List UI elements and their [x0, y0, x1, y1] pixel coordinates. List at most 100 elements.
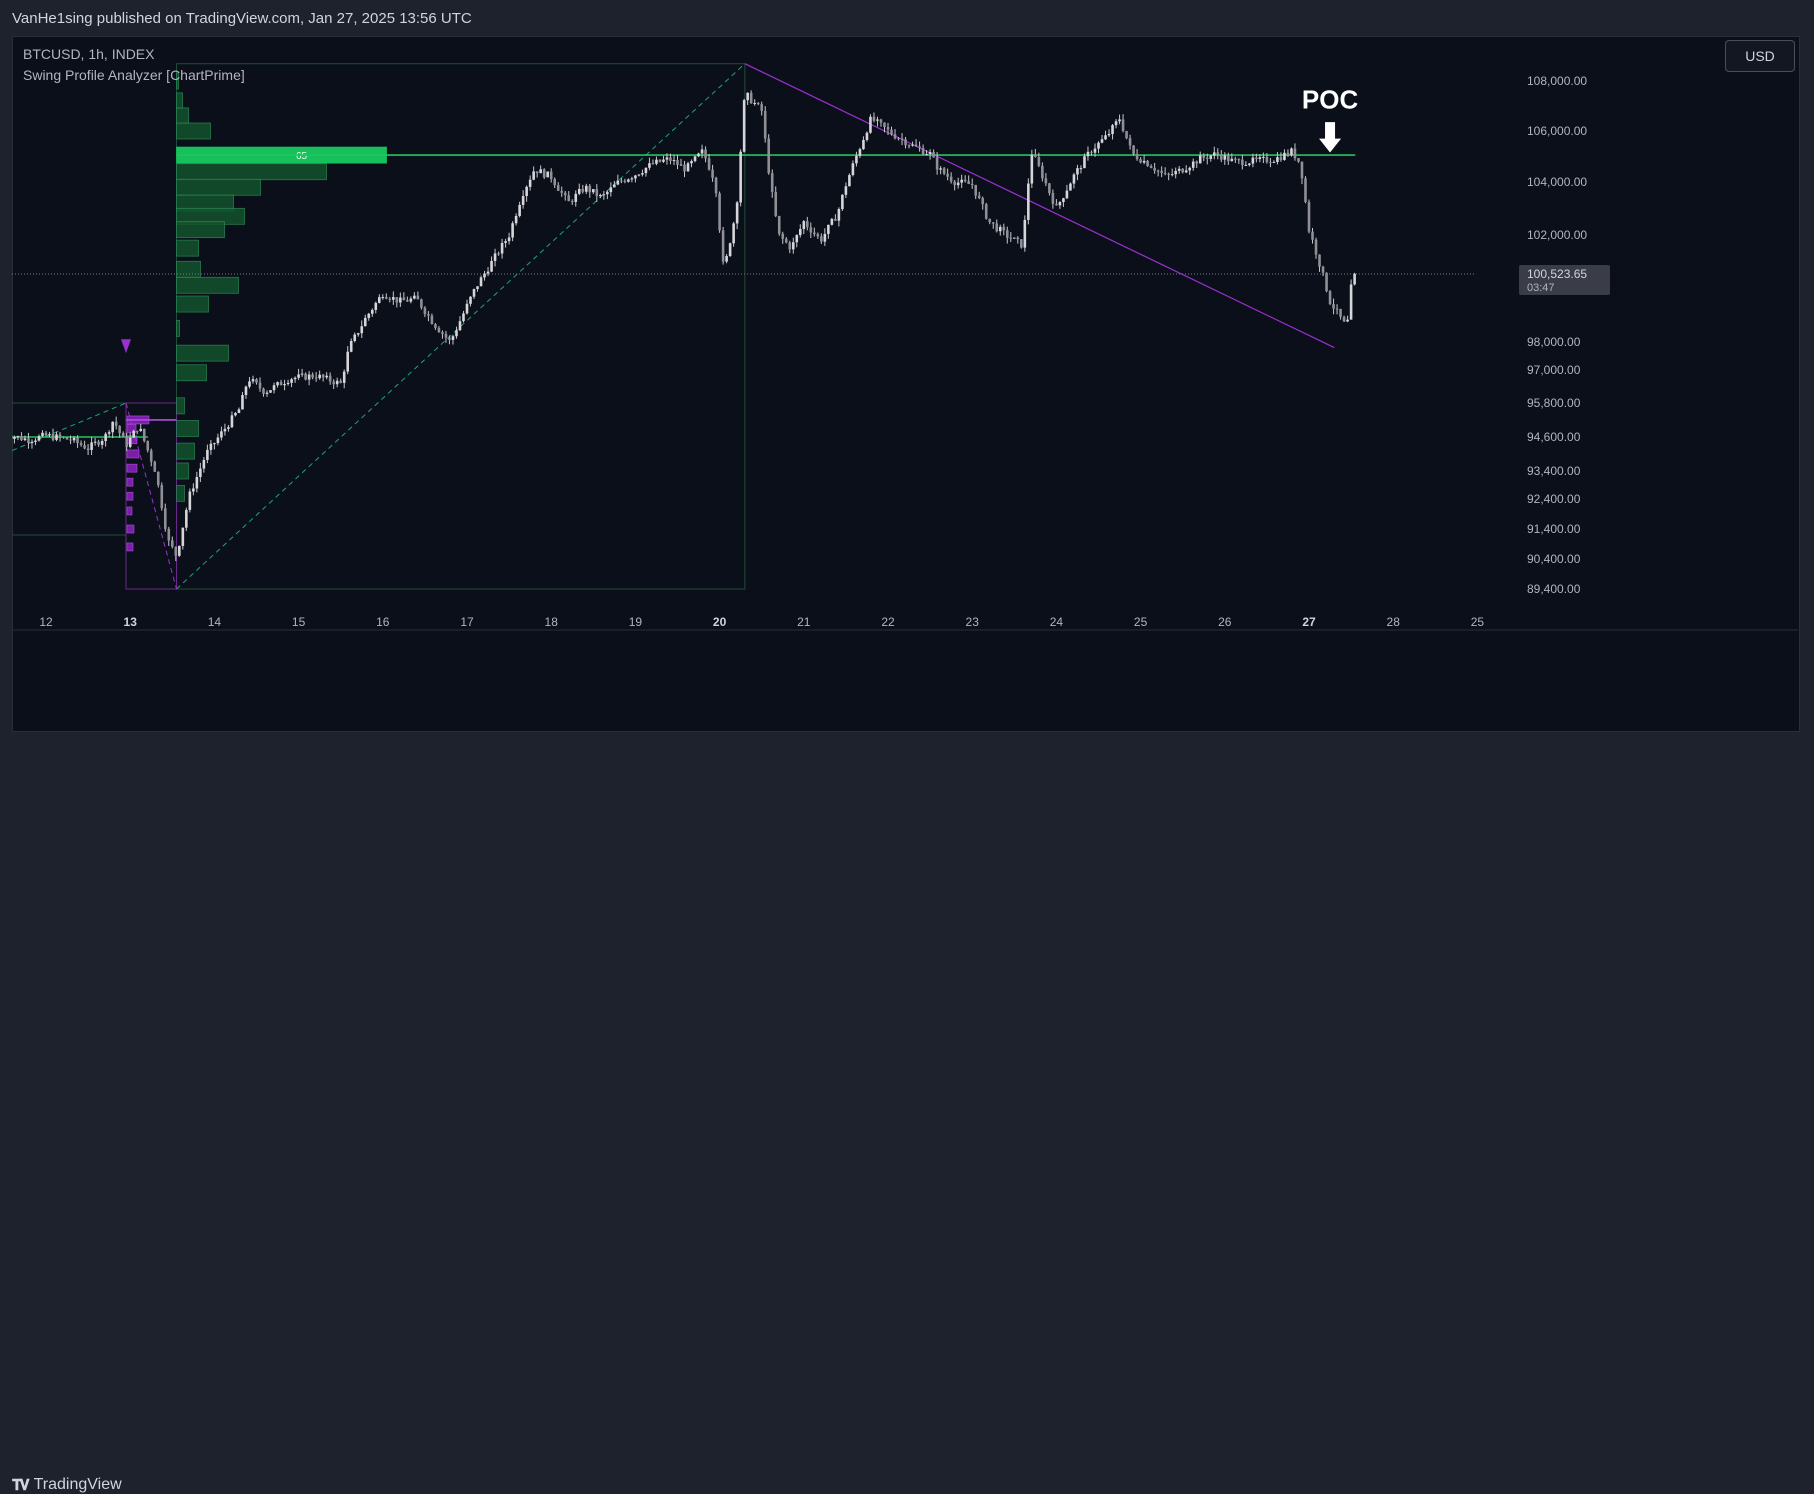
price-tick-label: 89,400.00 [1527, 582, 1581, 596]
candle-body [1104, 135, 1107, 139]
candle-body [287, 383, 290, 384]
candle-body [1122, 119, 1125, 131]
poc-label: POC [1302, 84, 1359, 114]
price-axis[interactable]: 108,000.00106,000.00104,000.00102,000.00… [1519, 74, 1610, 596]
candle-body [364, 318, 367, 326]
candle-body [399, 298, 402, 303]
candle-body [203, 460, 206, 469]
candle-body [978, 196, 981, 198]
profile-bar [177, 108, 189, 124]
candle-body [641, 173, 644, 175]
candle-body [139, 429, 142, 431]
small-profile-bar [127, 492, 133, 500]
candle-body [76, 438, 79, 443]
candle-body [901, 138, 904, 139]
candle-body [718, 193, 721, 230]
candle-body [1143, 161, 1146, 163]
candle-body [722, 230, 725, 261]
profile-bar [177, 296, 209, 312]
candle-body [508, 237, 511, 241]
candle-body [473, 289, 476, 297]
candle-body [336, 381, 339, 384]
small-profile-bar [127, 525, 134, 533]
candle-body [1017, 238, 1020, 240]
candle-body [529, 180, 532, 187]
indicator-name[interactable]: Swing Profile Analyzer [ChartPrime] [23, 65, 245, 86]
candle-body [199, 469, 202, 477]
candle-body [94, 442, 97, 443]
candle-body [1087, 152, 1090, 156]
candle-body [1192, 162, 1195, 168]
candle-body [648, 163, 651, 168]
candle-body [645, 168, 648, 173]
candle-body [620, 180, 623, 181]
candle-body [669, 157, 672, 160]
candle-body [497, 253, 500, 254]
candle-body [596, 189, 599, 196]
candle-body [880, 119, 883, 122]
candle-body [1231, 159, 1234, 161]
candle-body [125, 437, 128, 447]
candle-body [227, 427, 230, 429]
candle-body [883, 123, 886, 127]
candle-body [1259, 157, 1262, 159]
price-chart[interactable]: 65 POC 108,000.00106,000.00104,000.00102… [12, 36, 1798, 730]
candle-body [350, 341, 353, 352]
candle-body [69, 439, 72, 440]
candle-body [1118, 119, 1121, 121]
candle-body [480, 277, 483, 286]
symbol-info[interactable]: BTCUSD, 1h, INDEX [23, 44, 245, 65]
profile-bar [177, 420, 199, 436]
candle-body [1216, 152, 1219, 154]
candle-body [1227, 155, 1230, 161]
candle-body [666, 157, 669, 159]
profile-bar [177, 93, 183, 109]
candle-body [662, 160, 665, 162]
candle-body [406, 300, 409, 301]
time-tick-label: 20 [713, 615, 727, 629]
candle-body [48, 434, 51, 435]
candle-body [1185, 170, 1188, 172]
candle-body [1297, 158, 1300, 162]
candle-body [1199, 155, 1202, 163]
candle-body [164, 508, 167, 529]
candle-body [939, 168, 942, 169]
candle-body [1101, 139, 1104, 142]
candle-body [1090, 152, 1093, 153]
candle-body [739, 152, 742, 203]
candle-body [87, 448, 90, 450]
candle-body [1283, 153, 1286, 160]
currency-button[interactable]: USD [1725, 40, 1795, 72]
candle-body [1318, 255, 1321, 267]
profile-bar [177, 123, 211, 139]
candle-body [1034, 155, 1037, 158]
profile-bar [177, 164, 327, 180]
candle-body [536, 171, 539, 173]
candle-body [964, 180, 967, 181]
candle-body [1013, 238, 1016, 239]
candle-body [876, 119, 879, 120]
candle-body [1339, 309, 1342, 317]
candle-body [487, 272, 490, 274]
candle-body [276, 382, 279, 385]
candle-body [438, 328, 441, 332]
time-tick-label: 19 [629, 615, 643, 629]
time-tick-label: 15 [292, 615, 306, 629]
candle-body [1009, 238, 1012, 239]
candle-body [217, 438, 220, 444]
candle-body [985, 204, 988, 219]
candle-body [441, 332, 444, 334]
candle-body [715, 178, 718, 193]
candle-body [613, 185, 616, 188]
candle-body [753, 103, 756, 104]
candle-body [108, 432, 111, 434]
time-tick-label: 21 [797, 615, 811, 629]
candle-body [80, 443, 83, 445]
tradingview-brand[interactable]: 𝐓𝐕 TradingView [12, 1476, 122, 1494]
candle-body [290, 379, 293, 383]
candle-body [1108, 134, 1111, 135]
candle-body [262, 389, 265, 394]
candle-body [357, 333, 360, 334]
candle-body [424, 308, 427, 314]
